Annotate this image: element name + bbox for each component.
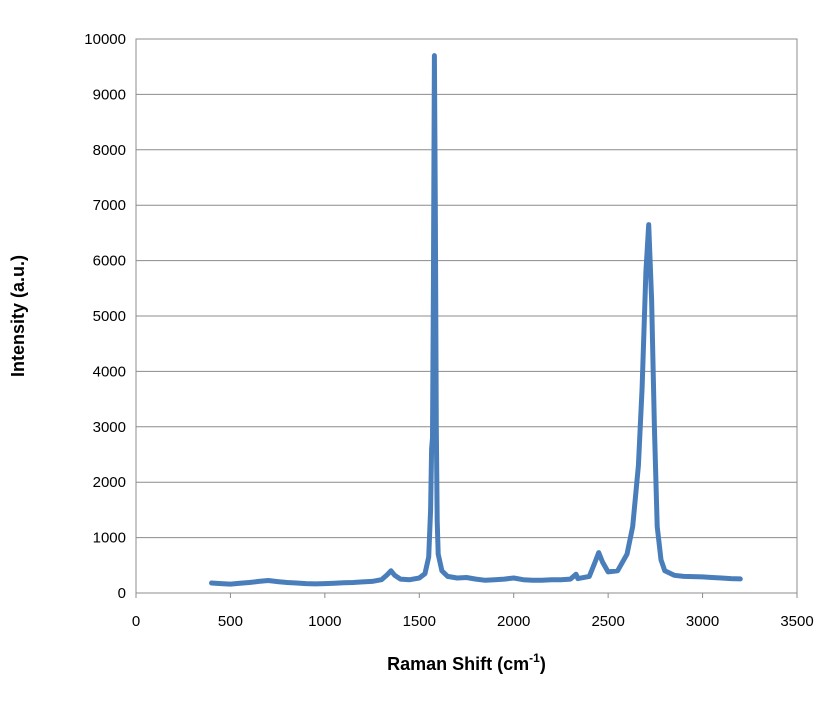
x-tick-label: 2500 [591, 613, 624, 630]
y-tick-label: 7000 [93, 197, 126, 214]
y-tick-label: 8000 [93, 142, 126, 159]
x-axis-title: Raman Shift (cm-1) [387, 651, 546, 674]
plot-area-border [135, 38, 798, 594]
x-tick-label: 1500 [403, 613, 436, 630]
y-tick-label: 0 [118, 585, 126, 602]
y-tick-label: 6000 [93, 253, 126, 270]
x-tick-label: 500 [218, 613, 243, 630]
y-tick-label: 4000 [93, 363, 126, 380]
y-tick-label: 1000 [93, 530, 126, 547]
x-tick-label: 2000 [497, 613, 530, 630]
series-group [209, 53, 743, 587]
y-axis-tick-labels: 0 1000 2000 3000 4000 5000 6000 7000 8000 9000 100… [84, 31, 126, 602]
x-tick-label: 0 [132, 613, 140, 630]
y-tick-label: 2000 [93, 474, 126, 491]
x-tick-label: 3000 [686, 613, 719, 630]
y-axis-title: Intensity (a.u.) [8, 255, 28, 377]
y-tick-label: 9000 [93, 86, 126, 103]
y-tick-label: 10000 [84, 31, 126, 48]
spectrum-line [209, 53, 743, 587]
y-tick-label: 5000 [93, 308, 126, 325]
x-tick-label: 1000 [308, 613, 341, 630]
x-axis-tick-labels: 0 500 1000 1500 2000 2500 3000 3500 [132, 593, 814, 630]
y-tick-label: 3000 [93, 419, 126, 436]
x-tick-label: 3500 [780, 613, 813, 630]
